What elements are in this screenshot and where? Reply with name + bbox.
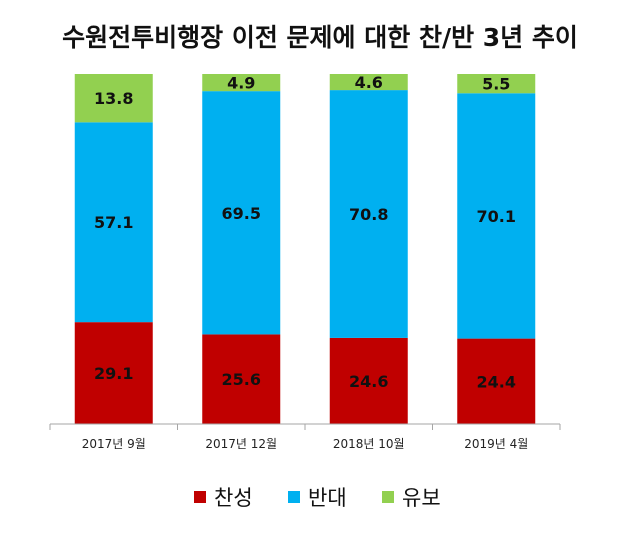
x-axis: 2017년 9월 2017년 12월 2018년 10월 2019년 4월	[49, 423, 561, 451]
bar-segment-1-1	[74, 322, 153, 424]
bar-segment-3-2	[202, 74, 281, 92]
bar-segment-3-1	[74, 74, 153, 123]
bar-value-label: 4.9	[227, 74, 255, 93]
bar-segment-3-3	[329, 74, 408, 91]
legend: 찬성 반대 유보	[194, 486, 441, 510]
bar-segment-2-1	[74, 122, 153, 323]
legend-swatch-1	[194, 491, 206, 503]
bar-segment-1-3	[329, 337, 408, 424]
bar-segment-2-4	[457, 93, 536, 339]
legend-swatch-2	[288, 491, 300, 503]
bar-value-label: 24.4	[477, 372, 516, 391]
bar-value-label: 57.1	[94, 213, 133, 232]
legend-label-2: 반대	[308, 486, 347, 510]
x-tick-label: 2017년 9월	[82, 437, 146, 451]
x-tick-label: 2018년 10월	[333, 437, 405, 451]
legend-label-3: 유보	[402, 486, 441, 510]
bar-segment-1-2	[202, 334, 281, 424]
x-tick-label: 2017년 12월	[205, 437, 277, 451]
bar-value-label: 70.1	[477, 207, 516, 226]
bar-value-label: 13.8	[94, 89, 133, 108]
bar-value-label: 5.5	[482, 75, 510, 94]
bar-value-label: 4.6	[355, 73, 383, 92]
bar-value-label: 69.5	[222, 204, 261, 223]
x-tick-label: 2019년 4월	[464, 437, 528, 451]
legend-swatch-3	[382, 491, 394, 503]
bar-segment-2-2	[202, 91, 281, 335]
bar-value-label: 29.1	[94, 364, 133, 383]
bar-segment-3-4	[457, 74, 536, 94]
chart-title: 수원전투비행장 이전 문제에 대한 찬/반 3년 추이	[62, 23, 578, 52]
bar-value-label: 24.6	[349, 372, 388, 391]
bar-segment-2-3	[329, 90, 408, 338]
bar-value-label: 25.6	[222, 370, 261, 389]
legend-label-1: 찬성	[214, 486, 253, 510]
bar-segment-1-4	[457, 338, 536, 424]
bar-value-label: 70.8	[349, 205, 388, 224]
bars-layer: 29.1 57.1 13.8 25.6 69.5 4.9 24.6 70.8 4.6 24.4 70…	[74, 73, 536, 424]
